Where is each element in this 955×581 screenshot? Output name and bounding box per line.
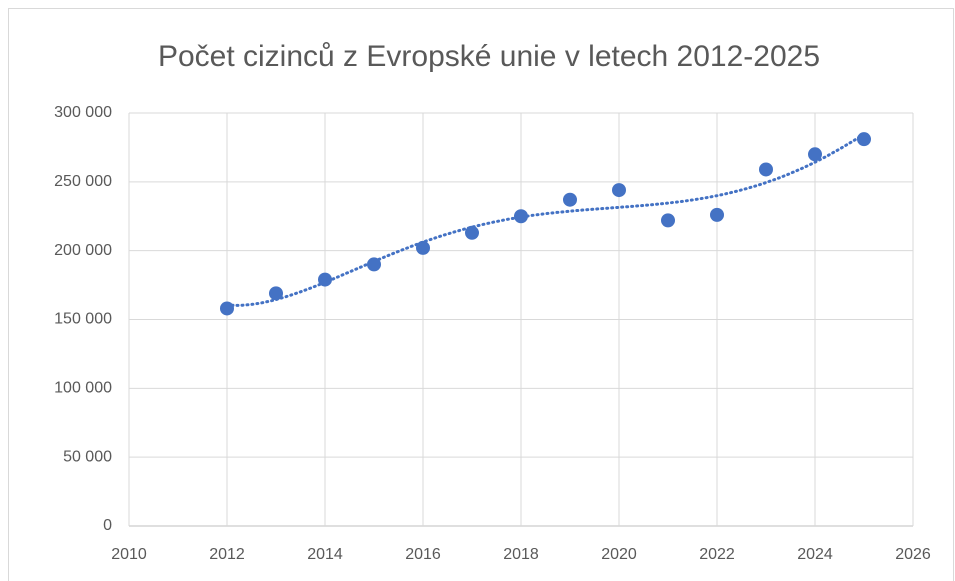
x-tick-label: 2018 [503, 546, 539, 563]
y-tick-label: 250 000 [54, 173, 112, 190]
y-tick-label: 100 000 [54, 380, 112, 397]
y-tick-label: 0 [103, 517, 112, 534]
point [563, 192, 577, 207]
point [808, 147, 822, 162]
point [857, 132, 871, 147]
x-tick-label: 2014 [307, 546, 343, 563]
chart-title: Počet cizinců z Evropské unie v letech 2… [158, 40, 820, 73]
x-tick-label: 2012 [209, 546, 245, 563]
point [416, 240, 430, 255]
point [612, 183, 626, 198]
point [661, 213, 675, 228]
y-tick-label: 300 000 [54, 104, 112, 121]
chart-border [8, 8, 954, 581]
point [318, 272, 332, 287]
y-tick-label: 150 000 [54, 311, 112, 328]
point [710, 207, 724, 222]
x-tick-label: 2022 [699, 546, 735, 563]
point [514, 209, 528, 224]
point [759, 162, 773, 177]
y-tick-label: 200 000 [54, 242, 112, 259]
x-tick-label: 2026 [895, 546, 931, 563]
x-tick-label: 2016 [405, 546, 441, 563]
point [220, 301, 234, 316]
trendline [225, 132, 866, 307]
x-tick-label: 2024 [797, 546, 833, 563]
x-tick-label: 2020 [601, 546, 637, 563]
x-tick-label: 2010 [111, 546, 147, 563]
point [465, 225, 479, 240]
point [367, 257, 381, 272]
y-tick-label: 50 000 [63, 448, 112, 465]
point [269, 286, 283, 301]
